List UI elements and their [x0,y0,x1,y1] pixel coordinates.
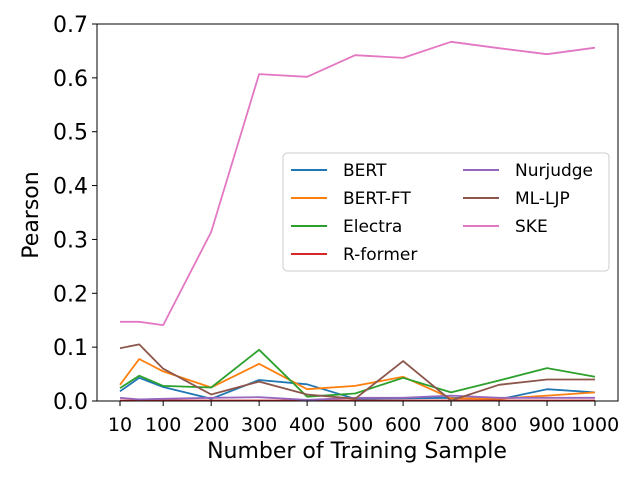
x-axis-label: Number of Training Sample [207,439,507,464]
x-tick-label: 600 [385,414,421,436]
legend-label: BERT [343,161,387,181]
y-tick-label: 0.1 [53,336,88,361]
y-tick-label: 0.3 [53,228,88,253]
series-line-ml-ljp [119,343,595,402]
x-tick-label: 800 [481,414,517,436]
series-line-electra [119,348,596,398]
ticks: 10 100 200 300 400 500 600 700 800 900 1000 0.0 0.1 0… [53,13,619,436]
y-tick-label: 0.5 [53,121,88,146]
x-tick-label: 700 [433,414,469,436]
x-tick-label: 10 [108,414,132,436]
x-tick-label: 100 [145,414,181,436]
legend-label: SKE [515,217,548,237]
x-tick-label: 500 [337,414,373,436]
plot-frame [96,23,619,402]
legend-label: Nurjudge [515,161,593,181]
legend-label: ML-LJP [515,189,570,209]
legend-label: Electra [343,217,402,237]
axes [96,23,619,402]
x-tick-label: 400 [289,414,325,436]
x-tick-label: 900 [529,414,565,436]
y-tick-label: 0.6 [53,67,88,92]
x-tick-label: 300 [241,414,277,436]
legend-label: BERT-FT [343,189,411,209]
x-tick-label: 200 [193,414,229,436]
x-tick-label: 1000 [571,414,619,436]
legend-box [282,152,610,272]
legend: BERT BERT-FT Electra R-former Nurjudge ML-LJP… [282,152,610,272]
y-tick-label: 0.4 [53,175,88,200]
series-line-nurjudge [119,394,595,401]
y-tick-label: 0.0 [53,390,88,415]
y-tick-label: 0.2 [53,282,88,307]
series-line-ske [120,40,596,327]
legend-label: R-former [343,245,417,265]
y-tick-label: 0.7 [53,13,88,38]
y-axis-label: Pearson [19,171,44,258]
